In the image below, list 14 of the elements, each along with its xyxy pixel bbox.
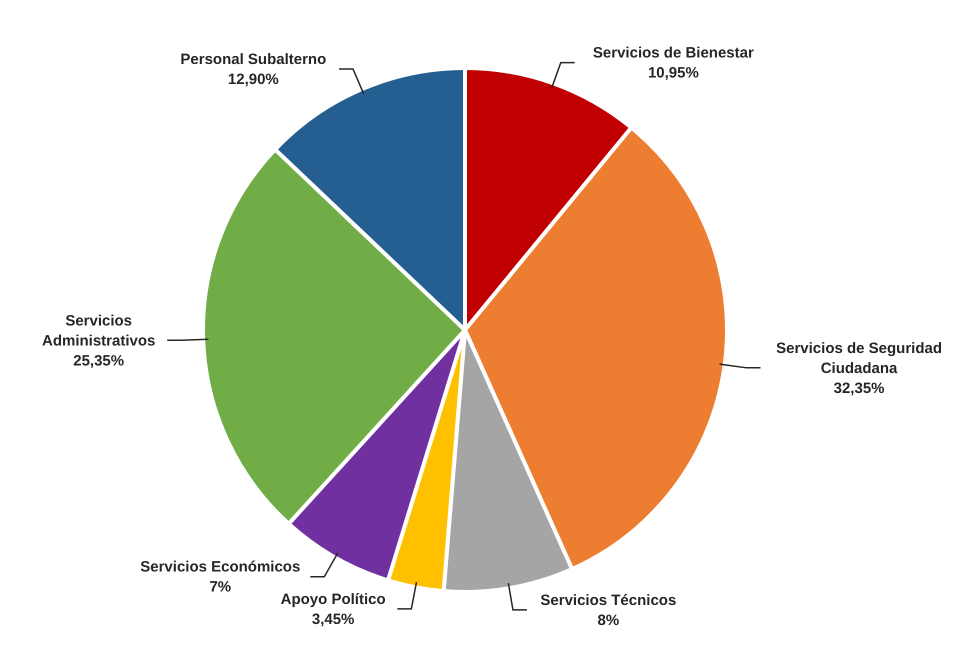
- data-label: 10,95%: [648, 64, 699, 82]
- slice-label: Servicios de Seguridad Ciudadana: [776, 340, 942, 377]
- slice-label: Servicios Económicos: [140, 558, 300, 576]
- data-label: 25,35%: [73, 352, 124, 370]
- data-label: 8%: [598, 612, 620, 629]
- slice-label: Servicios Administrativos: [42, 312, 156, 350]
- data-label: 7%: [209, 578, 232, 596]
- data-label: 3,45%: [312, 610, 354, 628]
- slice-label: Servicios Técnicos: [540, 592, 676, 609]
- slice-label: Apoyo Político: [280, 590, 386, 608]
- data-label: 32,35%: [834, 380, 885, 397]
- data-label: 12,90%: [228, 71, 279, 88]
- slice-label: Servicios de Bienestar: [592, 44, 754, 62]
- slice-label: Personal Subalterno: [180, 51, 326, 68]
